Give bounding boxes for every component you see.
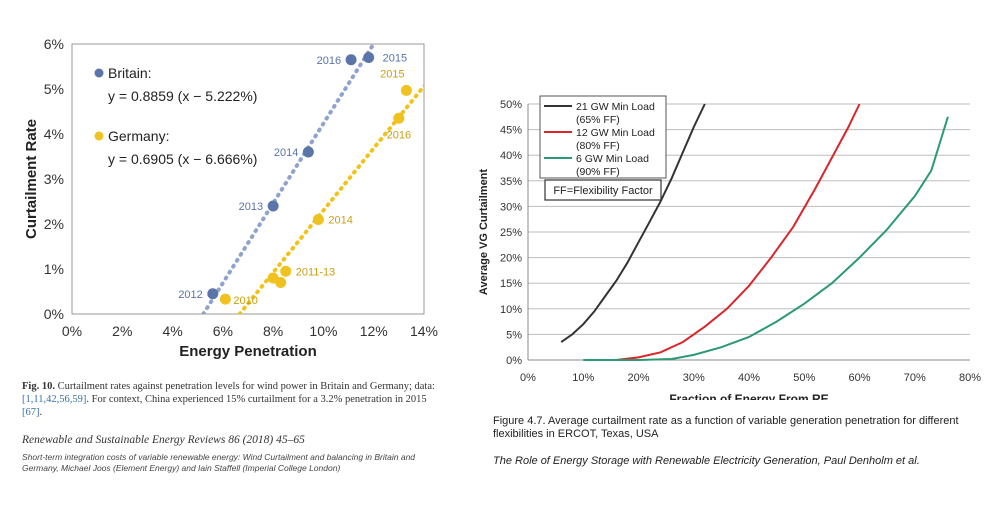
x-axis-title: Fraction of Energy From RE <box>669 392 828 400</box>
right-figure-caption: Figure 4.7. Average curtailment rate as … <box>493 415 959 440</box>
x-tick-label: 14% <box>410 323 438 339</box>
x-tick-label: 40% <box>738 372 760 384</box>
legend-sublabel: (65% FF) <box>576 114 620 126</box>
point-label: 2015 <box>383 53 407 65</box>
data-point <box>207 288 219 300</box>
point-label: 2015 <box>380 68 404 80</box>
y-tick-label: 0% <box>506 355 522 367</box>
trend-line-1 <box>237 82 424 314</box>
left-figure-number: Fig. 10. <box>22 381 55 392</box>
y-axis-title: Curtailment Rate <box>23 119 40 239</box>
left-caption-text-c: . <box>39 407 43 418</box>
trend-line-0 <box>201 44 376 314</box>
y-tick-label: 45% <box>500 125 522 137</box>
data-point <box>363 52 375 63</box>
legend-label: Britain: <box>108 65 152 81</box>
point-label: 2013 <box>239 201 263 213</box>
right-source-note: The Role of Energy Storage with Renewabl… <box>493 455 920 467</box>
point-label: 2016 <box>317 55 341 67</box>
point-label: 2012 <box>178 289 202 301</box>
data-point <box>393 112 405 124</box>
left-caption-refs[interactable]: [1,11,42,56,59] <box>22 394 87 405</box>
x-tick-label: 70% <box>904 372 926 384</box>
legend-equation: y = 0.8859 (x − 5.222%) <box>108 88 257 104</box>
britain-germany-chart-panel: 0% 1% 2% 3% 4% 5% 6% 0% 2% 4% 6% 8% 10% 12% 14% Energy … <box>0 0 470 511</box>
annotation-text: FF=Flexibility Factor <box>553 185 653 197</box>
legend-marker-1 <box>94 131 104 141</box>
left-journal-citation: Renewable and Sustainable Energy Reviews… <box>22 434 305 446</box>
left-caption-ref2[interactable]: [67] <box>22 407 40 418</box>
x-tick-label: 30% <box>683 372 705 384</box>
series-line-2 <box>583 116 949 361</box>
x-tick-label: 12% <box>360 323 388 339</box>
x-tick-label: 10% <box>309 323 337 339</box>
y-tick-label: 35% <box>500 176 522 188</box>
legend-equation: y = 0.6905 (x − 6.666%) <box>108 151 257 167</box>
data-point <box>302 146 314 158</box>
x-tick-label: 2% <box>112 323 132 339</box>
x-tick-label: 4% <box>162 323 182 339</box>
x-tick-label: 10% <box>572 372 594 384</box>
point-label: 2010 <box>233 295 257 307</box>
data-point <box>267 200 279 212</box>
left-caption-text-a: Curtailment rates against penetration le… <box>57 381 435 392</box>
y-tick-label: 20% <box>500 253 522 265</box>
x-axis-title: Energy Penetration <box>179 343 317 360</box>
y-tick-label: 15% <box>500 278 522 290</box>
point-label: 2016 <box>387 129 411 141</box>
data-point <box>400 84 412 96</box>
point-label: 2011-13 <box>296 266 336 278</box>
y-tick-label: 10% <box>500 304 522 316</box>
y-tick-label: 4% <box>44 126 64 142</box>
x-tick-label: 60% <box>848 372 870 384</box>
series-line-0 <box>560 103 706 343</box>
point-label: 2014 <box>274 147 298 159</box>
data-point <box>280 265 292 277</box>
y-axis-title: Average VG Curtailment <box>478 169 490 295</box>
data-point <box>275 277 287 288</box>
x-tick-label: 0% <box>520 372 536 384</box>
plot-frame <box>71 43 425 315</box>
y-tick-label: 2% <box>44 216 64 232</box>
x-tick-label: 6% <box>213 323 233 339</box>
legend-label: 21 GW Min Load <box>576 101 655 113</box>
legend-label: 12 GW Min Load <box>576 127 655 139</box>
y-tick-label: 5% <box>44 81 64 97</box>
legend-sublabel: (80% FF) <box>576 140 620 152</box>
left-source-note: Short-term integration costs of variable… <box>22 452 416 473</box>
series-line-1 <box>616 103 861 361</box>
britain-germany-curtailment-chart: 0% 1% 2% 3% 4% 5% 6% 0% 2% 4% 6% 8% 10% 12% 14% Energy … <box>23 36 438 360</box>
left-figure-caption: Fig. 10. Curtailment rates against penet… <box>22 380 442 419</box>
y-tick-label: 40% <box>500 150 522 162</box>
y-tick-label: 50% <box>500 99 522 111</box>
ercot-curtailment-chart-panel: 0% 5% 10% 15% 20% 25% 30% 35% 40% 45% 50% 0% 10% 20% 3… <box>470 0 1000 511</box>
legend-sublabel: (90% FF) <box>576 166 620 178</box>
legend-label: Germany: <box>108 128 169 144</box>
point-label: 2014 <box>328 215 352 227</box>
y-tick-label: 30% <box>500 201 522 213</box>
legend-marker-0 <box>94 68 104 78</box>
y-tick-label: 0% <box>44 306 64 322</box>
x-tick-label: 50% <box>793 372 815 384</box>
annotation-box <box>544 179 662 201</box>
ercot-curtailment-chart: 0% 5% 10% 15% 20% 25% 30% 35% 40% 45% 50% 0% 10% 20% 3… <box>478 95 981 406</box>
data-point <box>219 293 231 305</box>
data-point <box>345 54 357 66</box>
y-tick-label: 6% <box>44 36 64 52</box>
data-point <box>312 214 324 225</box>
y-tick-label: 3% <box>44 171 64 187</box>
y-tick-label: 5% <box>506 329 522 341</box>
x-tick-label: 20% <box>627 372 649 384</box>
x-tick-label: 80% <box>959 372 981 384</box>
left-caption-text-b: . For context, China experienced 15% cur… <box>86 394 427 405</box>
legend-label: 6 GW Min Load <box>576 153 649 165</box>
x-tick-label: 8% <box>263 323 283 339</box>
y-tick-label: 25% <box>500 227 522 239</box>
x-tick-label: 0% <box>62 323 82 339</box>
legend-box <box>539 95 667 179</box>
y-tick-label: 1% <box>44 261 64 277</box>
